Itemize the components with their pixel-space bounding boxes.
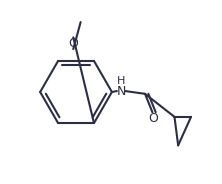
Text: H: H <box>117 76 125 86</box>
Text: O: O <box>148 112 158 125</box>
Text: O: O <box>68 37 78 50</box>
Text: N: N <box>116 85 126 98</box>
